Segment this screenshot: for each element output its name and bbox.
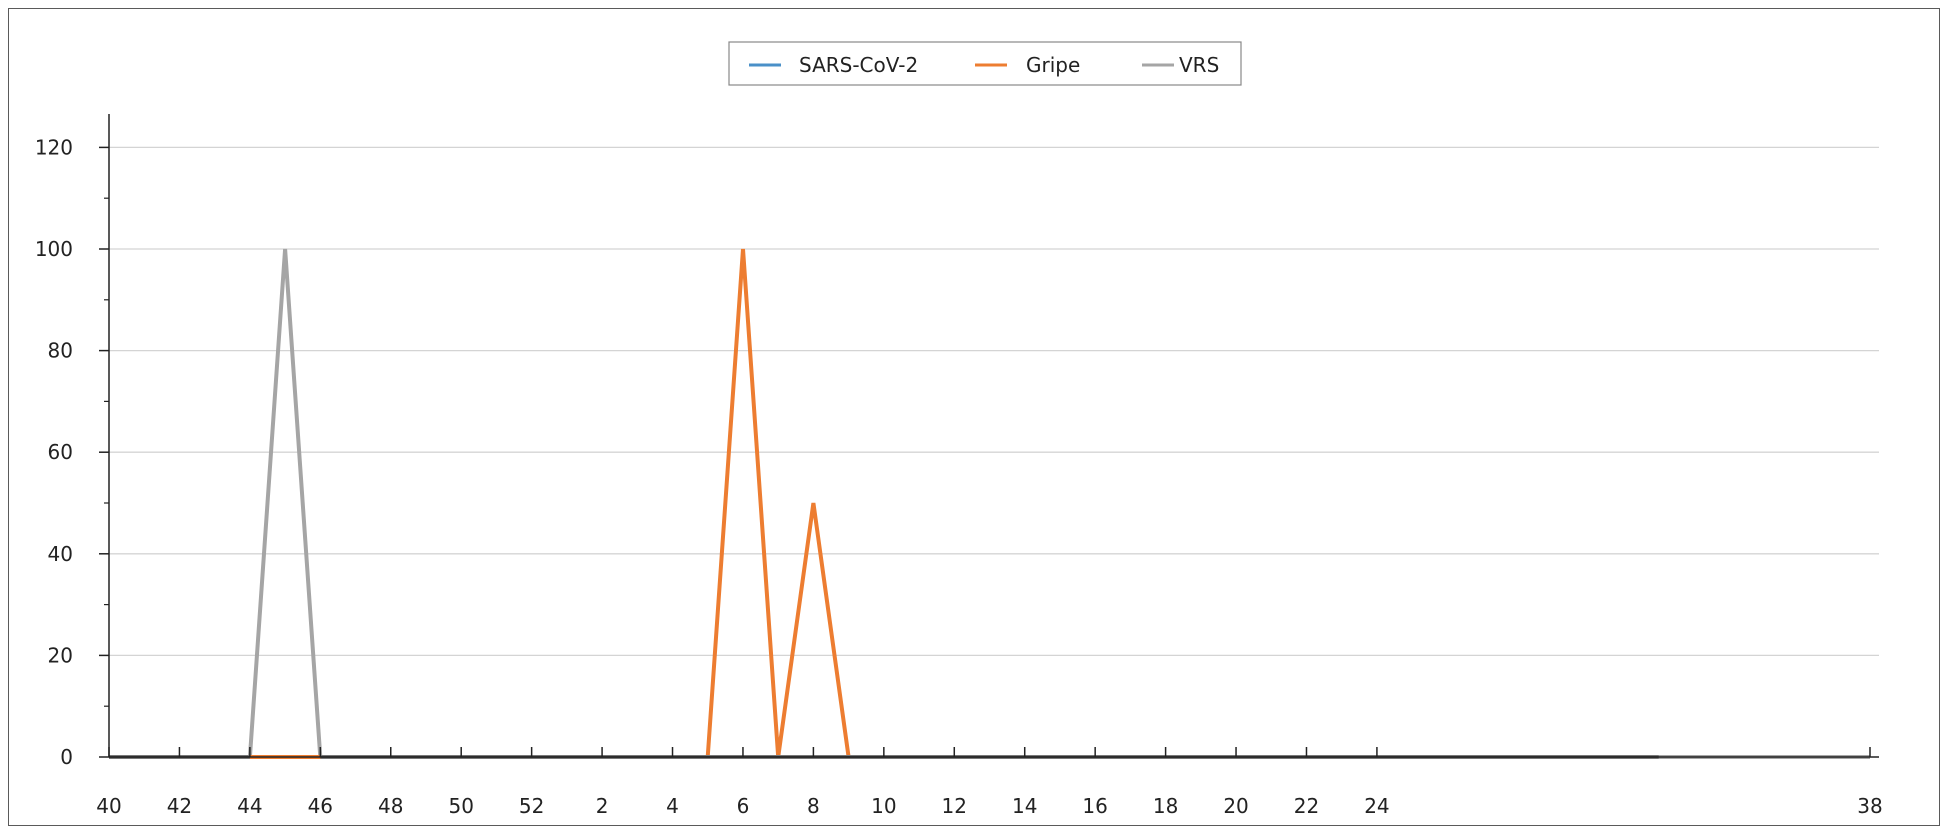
y-tick-label: 100 (35, 237, 73, 261)
series-line-gripe (109, 248, 1870, 759)
legend: SARS-CoV-2 Gripe VRS (749, 53, 1219, 77)
x-axis-ticks: 40 42 44 46 48 50 52 2 4 6 8 10 12 14 16 18 20 22 24 38 (96, 747, 1883, 818)
x-tick-label: 2 (596, 794, 609, 818)
legend-label: Gripe (1026, 53, 1080, 77)
chart-frame: SARS-CoV-2 Gripe VRS 0 20 40 60 80 100 120 40 42 4… (8, 8, 1940, 826)
y-tick-label: 120 (35, 135, 73, 159)
x-tick-label: 6 (737, 794, 750, 818)
x-tick-label: 40 (96, 794, 121, 818)
y-tick-label: 60 (48, 440, 73, 464)
series-line-vrs (109, 248, 1870, 759)
grid (109, 146, 1879, 657)
x-tick-label: 4 (666, 794, 679, 818)
x-tick-label: 44 (237, 794, 262, 818)
x-tick-label: 42 (167, 794, 192, 818)
x-tick-label: 24 (1364, 794, 1389, 818)
x-tick-label: 18 (1153, 794, 1178, 818)
x-tick-label: 16 (1082, 794, 1107, 818)
x-tick-label: 46 (308, 794, 333, 818)
y-axis-ticks: 0 20 40 60 80 100 120 (35, 135, 109, 769)
x-tick-label: 8 (807, 794, 820, 818)
axes (108, 114, 1879, 758)
y-tick-label: 20 (48, 643, 73, 667)
x-tick-label: 14 (1012, 794, 1037, 818)
x-tick-label: 10 (871, 794, 896, 818)
x-tick-label: 12 (942, 794, 967, 818)
x-tick-label: 52 (519, 794, 544, 818)
x-tick-label: 48 (378, 794, 403, 818)
y-tick-label: 80 (48, 339, 73, 363)
y-tick-label: 40 (48, 542, 73, 566)
x-tick-label: 50 (448, 794, 473, 818)
x-tick-label: 38 (1857, 794, 1882, 818)
x-tick-label: 22 (1294, 794, 1319, 818)
x-tick-label: 20 (1223, 794, 1248, 818)
y-tick-label: 0 (60, 745, 73, 769)
legend-label: VRS (1179, 53, 1219, 77)
series-lines (109, 248, 1870, 759)
legend-label: SARS-CoV-2 (799, 53, 918, 77)
